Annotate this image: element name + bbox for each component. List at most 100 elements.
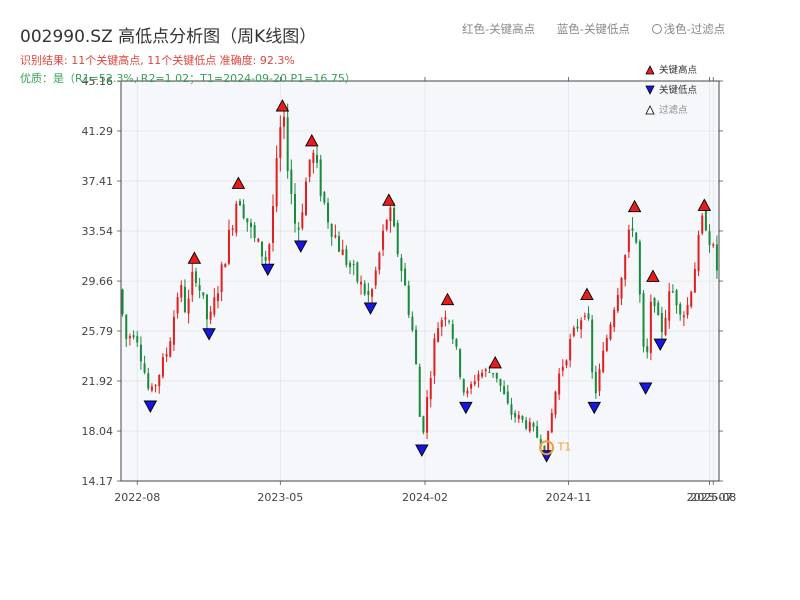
candle-body (583, 315, 586, 317)
candle-body (257, 238, 260, 242)
candle-body (429, 378, 432, 400)
candle-body (136, 336, 139, 343)
candle-body (242, 204, 245, 219)
candle-body (638, 241, 641, 295)
candle-body (558, 373, 561, 395)
candle-body (671, 291, 674, 293)
candle-body (209, 311, 212, 320)
y-tick-label: 33.54 (82, 225, 114, 238)
candle-body (554, 391, 557, 415)
top-legend-blue: 蓝色-关键低点 (556, 22, 630, 36)
candle-body (150, 386, 153, 391)
candle-body (572, 327, 575, 336)
candle-body (697, 234, 700, 272)
triangle-down-icon (645, 85, 655, 95)
candle-body (319, 159, 322, 196)
candle-body (360, 281, 363, 285)
key-low-marker (143, 400, 158, 413)
candle-body (635, 232, 638, 243)
candle-body (327, 202, 330, 223)
key-low-marker (587, 401, 602, 415)
x-tick-label: 2024-11 (546, 491, 592, 504)
candle-body (220, 264, 223, 293)
candle-body (448, 320, 451, 322)
candle-body (701, 215, 704, 234)
key-high-marker (440, 292, 455, 306)
candle-body (426, 397, 429, 433)
candle-body (594, 371, 597, 394)
candle-body (517, 415, 520, 419)
y-tick-label: 37.41 (82, 175, 114, 188)
candle-body (176, 297, 179, 314)
candle-body (510, 404, 513, 415)
candle-body (378, 252, 381, 270)
candle-body (154, 385, 157, 387)
x-tick-label: 2025-08 (690, 491, 736, 504)
candle-body (165, 354, 168, 357)
candle-body (569, 339, 572, 361)
triangle-up-icon (645, 65, 655, 75)
candle-body (492, 372, 495, 375)
candle-body (415, 329, 418, 365)
candle-body (624, 255, 627, 280)
key-low-marker (294, 240, 308, 253)
candle-body (205, 294, 208, 320)
candle-body (246, 218, 249, 223)
legend-low-label: 关键低点 (659, 85, 698, 96)
legend-item-high: 关键高点 (645, 64, 697, 84)
candle-body (389, 207, 392, 222)
candle-body (715, 244, 718, 271)
candle-body (352, 263, 355, 265)
candle-body (169, 341, 172, 357)
candle-body (249, 222, 252, 228)
candle-body (495, 372, 498, 379)
candle-body (664, 317, 667, 335)
candle-body (543, 445, 546, 451)
key-high-marker (187, 251, 202, 264)
candle-body (693, 268, 696, 293)
candle-body (312, 152, 315, 164)
y-tick-label: 21.92 (82, 375, 114, 388)
candle-body (646, 346, 649, 353)
candle-body (293, 193, 297, 224)
key-low-marker (363, 302, 378, 315)
candle-body (338, 236, 341, 252)
candle-body (191, 271, 194, 295)
candle-body (690, 291, 693, 307)
candle-body (345, 249, 348, 265)
candle-body (282, 116, 286, 127)
chart-title: 002990.SZ 高低点分析图（周K线图） (20, 27, 317, 47)
candle-body (653, 298, 656, 307)
candle-body (649, 301, 652, 354)
candle-body (473, 381, 476, 385)
candle-body (297, 227, 300, 230)
candle-body (227, 229, 230, 264)
candle-body (290, 169, 293, 195)
candle-body (374, 270, 377, 286)
candle-body (506, 391, 509, 404)
triangle-outline-icon (645, 105, 655, 115)
x-tick-label: 2025-07 (687, 491, 733, 504)
candle-body (275, 157, 278, 207)
key-low-marker (202, 328, 216, 341)
key-high-marker (488, 355, 502, 369)
candle-body (451, 324, 454, 340)
x-tick-label: 2022-08 (114, 491, 160, 504)
key-high-marker (697, 198, 712, 211)
top-legend-light: 浅色-过滤点 (663, 22, 726, 36)
candle-body (528, 421, 531, 432)
candle-body (363, 283, 366, 295)
candle-body (609, 324, 612, 340)
candles (121, 103, 718, 452)
key-high-marker (580, 287, 594, 300)
candle-body (264, 256, 267, 261)
candle-body (216, 293, 219, 302)
quality-summary: 优质：是（R1=52.3%, R2=1.02；T1=2024-09-20 P1=… (20, 72, 356, 85)
candle-body (440, 320, 443, 328)
candle-body (393, 208, 396, 227)
candle-body (334, 235, 337, 238)
key-low-marker (459, 401, 473, 415)
candle-body (437, 328, 440, 342)
candle-body (477, 374, 480, 381)
candle-body (642, 293, 645, 347)
